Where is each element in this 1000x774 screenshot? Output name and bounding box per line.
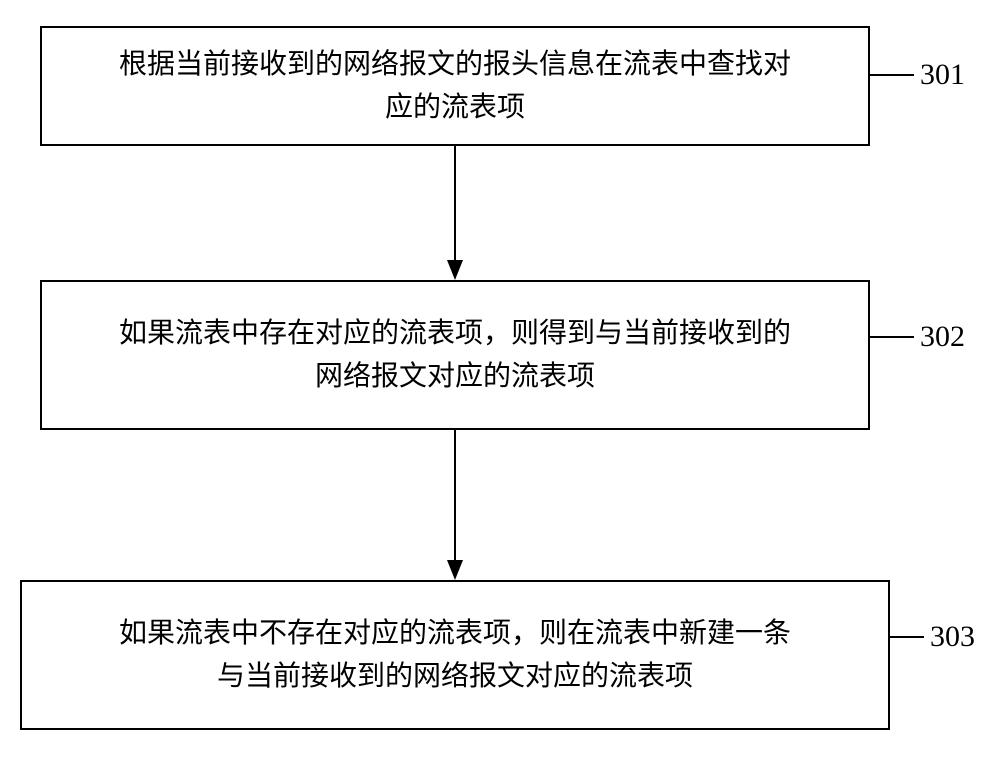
flow-node-n1: 根据当前接收到的网络报文的报头信息在流表中查找对应的流表项 xyxy=(40,26,870,146)
leader-line-n2 xyxy=(870,335,914,339)
leader-line-n3 xyxy=(890,635,924,639)
flow-arrow-2 xyxy=(443,430,467,580)
flow-node-n2: 如果流表中存在对应的流表项，则得到与当前接收到的网络报文对应的流表项 xyxy=(40,280,870,430)
flow-arrow-1 xyxy=(443,146,467,280)
leader-line-n1 xyxy=(870,73,914,77)
flow-node-n3: 如果流表中不存在对应的流表项，则在流表中新建一条与当前接收到的网络报文对应的流表… xyxy=(20,580,890,730)
flow-node-label-n2: 302 xyxy=(920,320,965,354)
flow-node-text: 如果流表中不存在对应的流表项，则在流表中新建一条与当前接收到的网络报文对应的流表… xyxy=(119,612,791,699)
flow-node-text: 如果流表中存在对应的流表项，则得到与当前接收到的网络报文对应的流表项 xyxy=(119,312,791,399)
flow-node-text: 根据当前接收到的网络报文的报头信息在流表中查找对应的流表项 xyxy=(119,43,791,130)
flow-node-label-n1: 301 xyxy=(920,58,965,92)
flow-node-label-n3: 303 xyxy=(930,620,975,654)
